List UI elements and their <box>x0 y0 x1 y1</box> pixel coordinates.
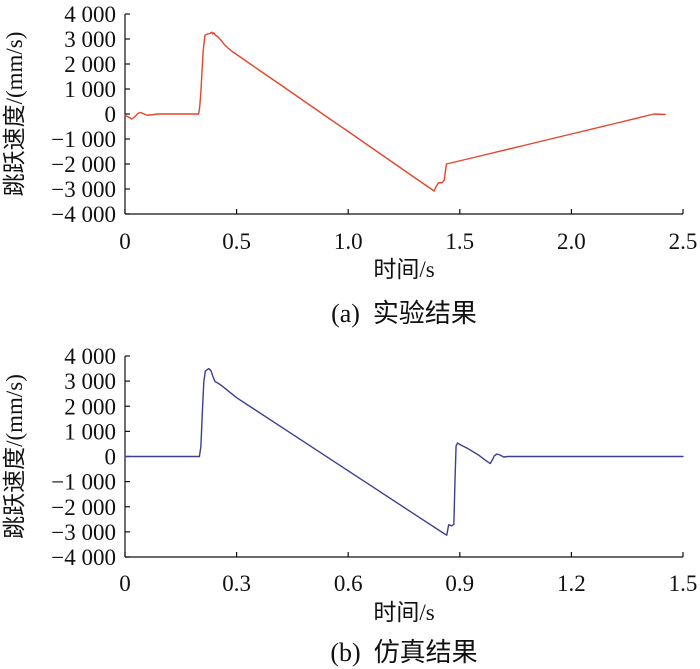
y-tick-label: −4 000 <box>51 545 116 570</box>
series-line <box>124 367 684 536</box>
x-tick-label: 1.5 <box>669 571 698 596</box>
panel-caption: (b) 仿真结果 <box>330 638 477 667</box>
x-tick-label: 2.0 <box>557 229 586 254</box>
y-tick-label: 2 000 <box>64 394 116 419</box>
y-tick-label: 4 000 <box>64 344 116 369</box>
y-tick-label: 0 <box>105 102 117 127</box>
y-tick-label: −3 000 <box>51 520 116 545</box>
y-tick-label: −1 000 <box>51 127 116 152</box>
x-axis-title: 时间/s <box>373 600 434 625</box>
y-tick-label: −2 000 <box>51 152 116 177</box>
x-tick-label: 1.2 <box>557 571 586 596</box>
x-tick-label: 0 <box>119 571 131 596</box>
y-axis-title: 跳跃速度/(mm/s) <box>2 32 27 197</box>
x-tick-label: 0 <box>119 229 131 254</box>
x-tick-label: 0.6 <box>334 571 363 596</box>
x-axis-title: 时间/s <box>373 257 434 282</box>
y-tick-label: 1 000 <box>64 419 116 444</box>
y-axis-title: 跳跃速度/(mm/s) <box>2 374 27 539</box>
x-tick-label: 1.0 <box>334 229 363 254</box>
y-tick-label: 1 000 <box>64 77 116 102</box>
series-line <box>124 31 666 192</box>
y-tick-label: 0 <box>105 445 117 470</box>
y-tick-label: −1 000 <box>51 470 116 495</box>
y-tick-label: 4 000 <box>64 2 116 27</box>
x-tick-label: 0.9 <box>445 571 474 596</box>
y-tick-label: −3 000 <box>51 177 116 202</box>
y-tick-label: 3 000 <box>64 369 116 394</box>
x-tick-label: 0.5 <box>222 229 251 254</box>
x-tick-label: 0.3 <box>222 571 251 596</box>
y-tick-label: −4 000 <box>51 202 116 227</box>
x-tick-label: 1.5 <box>445 229 474 254</box>
x-tick-label: 2.5 <box>669 229 698 254</box>
y-tick-label: −2 000 <box>51 495 116 520</box>
panel-caption: (a) 实验结果 <box>331 299 477 328</box>
y-tick-label: 2 000 <box>64 52 116 77</box>
y-tick-label: 3 000 <box>64 27 116 52</box>
